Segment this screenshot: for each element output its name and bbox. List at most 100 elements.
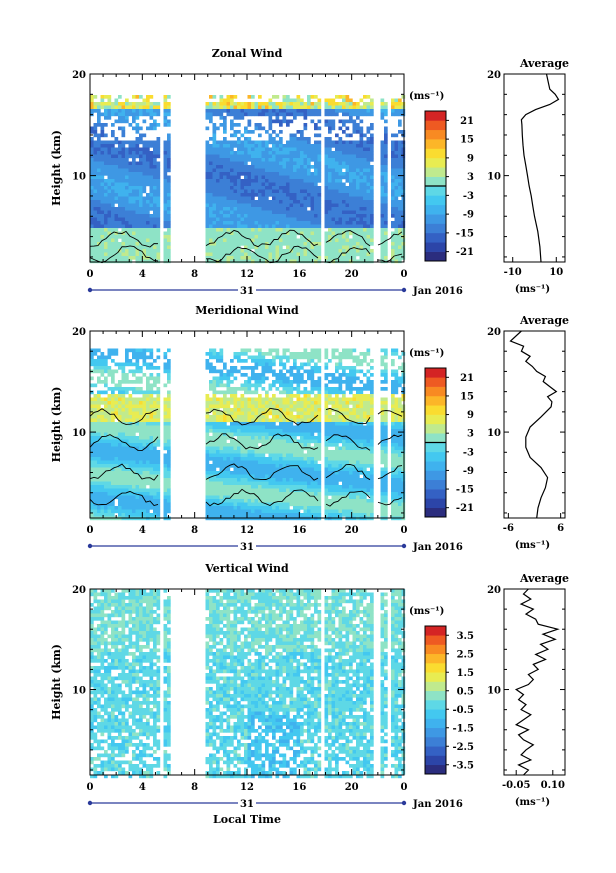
- heatmap-cell: [258, 207, 262, 211]
- heatmap-cell: [107, 369, 112, 374]
- heatmap-cell: [205, 429, 210, 433]
- heatmap-cell: [149, 168, 154, 173]
- heatmap-cell: [237, 165, 241, 169]
- heatmap-cell: [296, 200, 301, 204]
- heatmap-cell: [93, 172, 98, 176]
- heatmap-cell: [342, 123, 346, 127]
- heatmap-cell: [307, 98, 311, 103]
- heatmap-cell: [275, 228, 280, 232]
- heatmap-cell: [167, 432, 171, 437]
- heatmap-cell: [205, 362, 210, 367]
- heatmap-cell: [114, 238, 119, 243]
- heatmap-cell: [335, 214, 339, 218]
- heatmap-cell: [118, 481, 122, 486]
- heatmap-cell: [163, 457, 168, 461]
- heatmap-cell: [244, 460, 248, 465]
- heatmap-cell: [314, 214, 318, 218]
- heatmap-cell: [219, 217, 224, 222]
- heatmap-cell: [223, 224, 227, 229]
- heatmap-cell: [125, 506, 129, 510]
- heatmap-cell: [163, 425, 168, 430]
- heatmap-cell: [135, 151, 140, 155]
- heatmap-cell: [272, 245, 276, 250]
- heatmap-cell: [265, 352, 269, 356]
- heatmap-cell: [135, 464, 140, 468]
- heatmap-cell: [230, 217, 234, 222]
- heatmap-cell: [118, 387, 122, 391]
- heatmap-cell: [135, 249, 140, 253]
- heatmap-cell: [254, 203, 259, 208]
- heatmap-cell: [212, 112, 217, 117]
- heatmap-cell: [100, 203, 105, 208]
- heatmap-cell: [90, 238, 94, 243]
- heatmap-cell: [352, 249, 357, 253]
- heatmap-cell: [352, 161, 357, 166]
- heatmap-cell: [240, 179, 245, 183]
- heatmap-cell: [128, 147, 133, 152]
- heatmap-cell: [380, 200, 385, 204]
- heatmap-cell: [398, 161, 402, 166]
- heatmap-cell: [275, 214, 280, 218]
- heatmap-cell: [251, 404, 255, 409]
- heatmap-cell: [268, 165, 273, 169]
- heatmap-cell: [212, 429, 217, 433]
- heatmap-cell: [359, 137, 364, 141]
- heatmap-cell: [331, 259, 336, 264]
- heatmap-cell: [226, 207, 231, 211]
- heatmap-cell: [279, 203, 283, 208]
- heatmap-cell: [205, 408, 210, 412]
- heatmap-cell: [370, 175, 374, 180]
- heatmap-cell: [216, 228, 220, 232]
- heatmap-cell: [268, 200, 273, 204]
- heatmap-cell: [342, 130, 346, 134]
- heatmap-cell: [139, 224, 143, 229]
- heatmap-cell: [209, 172, 213, 176]
- heatmap-cell: [300, 158, 304, 162]
- heatmap-cell: [233, 495, 238, 500]
- heatmap-cell: [121, 495, 126, 500]
- heatmap-cell: [107, 394, 112, 398]
- heatmap-cell: [93, 151, 98, 155]
- heatmap-cell: [146, 172, 150, 176]
- heatmap-cell: [237, 144, 241, 148]
- heatmap-cell: [247, 147, 252, 152]
- heatmap-cell: [167, 242, 171, 246]
- heatmap-cell: [97, 401, 101, 405]
- heatmap-cell: [156, 401, 161, 405]
- heatmap-cell: [366, 228, 371, 232]
- heatmap-cell: [226, 203, 231, 208]
- heatmap-cell: [216, 380, 220, 384]
- heatmap-cell: [247, 256, 252, 260]
- heatmap-cell: [139, 411, 143, 416]
- heatmap-cell: [275, 102, 280, 106]
- heatmap-cell: [314, 224, 318, 229]
- heatmap-cell: [128, 394, 133, 398]
- heatmap-cell: [265, 200, 269, 204]
- heatmap-cell: [261, 203, 266, 208]
- heatmap-cell: [356, 182, 360, 187]
- heatmap-cell: [240, 404, 245, 409]
- heatmap-cell: [251, 168, 255, 173]
- heatmap-cell: [153, 436, 157, 440]
- heatmap-cell: [244, 179, 248, 183]
- heatmap-cell: [167, 408, 171, 412]
- heatmap-cell: [254, 189, 259, 194]
- heatmap-cell: [114, 140, 119, 145]
- heatmap-cell: [135, 390, 140, 395]
- heatmap-cell: [111, 397, 115, 402]
- heatmap-cell: [100, 425, 105, 430]
- heatmap-cell: [104, 418, 108, 423]
- colorbar-segment: [425, 232, 446, 243]
- heatmap-cell: [135, 401, 140, 405]
- heatmap-cell: [359, 242, 364, 246]
- heatmap-cell: [324, 175, 329, 180]
- heatmap-cell: [156, 443, 161, 447]
- heatmap-cell: [146, 464, 150, 468]
- heatmap-cell: [216, 112, 220, 117]
- heatmap-cell: [335, 210, 339, 215]
- heatmap-cell: [391, 168, 395, 173]
- heatmap-cell: [279, 221, 283, 225]
- heatmap-cell: [317, 140, 322, 145]
- heatmap-cell: [398, 151, 402, 155]
- heatmap-cell: [216, 495, 220, 500]
